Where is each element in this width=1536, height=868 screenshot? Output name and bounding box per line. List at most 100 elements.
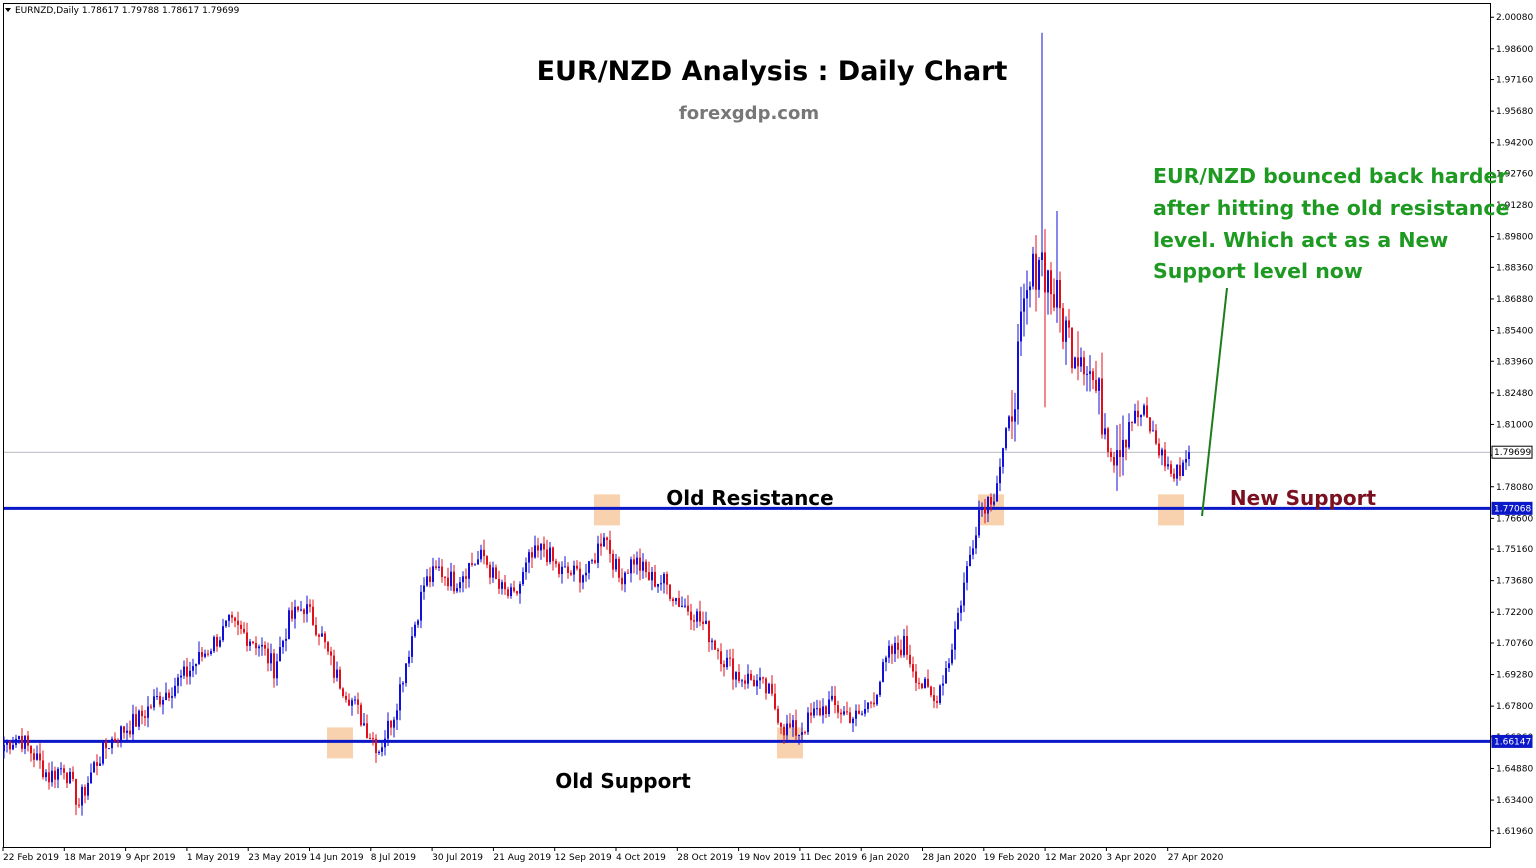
- candle-body: [1002, 448, 1004, 467]
- candle: [747, 664, 749, 689]
- candle-body: [651, 571, 653, 581]
- candle-body: [867, 702, 869, 709]
- candle: [129, 720, 131, 738]
- candle: [171, 687, 173, 709]
- candle: [645, 559, 647, 578]
- candle: [1113, 451, 1115, 473]
- candle: [363, 712, 365, 727]
- candle: [525, 557, 527, 580]
- candle-body: [543, 543, 545, 550]
- candle-body: [858, 710, 860, 714]
- symbol-header[interactable]: EURNZD,Daily 1.78617 1.79788 1.78617 1.7…: [5, 6, 240, 16]
- candle: [1014, 392, 1016, 442]
- candle: [1041, 32, 1043, 277]
- candle: [723, 660, 725, 677]
- candle-body: [597, 543, 599, 563]
- candle: [243, 622, 245, 634]
- candle: [816, 699, 818, 716]
- candle-body: [327, 642, 329, 652]
- y-tick-label: 1.88360: [1496, 263, 1533, 273]
- chart-subtitle: forexgdp.com: [679, 103, 819, 124]
- candle: [93, 760, 95, 773]
- candle-body: [3, 744, 5, 752]
- candle: [411, 626, 413, 663]
- candle-body: [843, 711, 845, 715]
- candle: [15, 734, 17, 748]
- candle: [987, 496, 989, 523]
- candle-body: [141, 710, 143, 717]
- candle-body: [855, 710, 857, 719]
- candle: [528, 549, 530, 574]
- candle-body: [531, 552, 533, 558]
- y-tick-label: 1.95680: [1496, 107, 1533, 117]
- candle-body: [837, 705, 839, 713]
- candle-body: [177, 677, 179, 686]
- candle: [1032, 246, 1034, 290]
- candle-body: [786, 723, 788, 736]
- candle-body: [72, 771, 74, 779]
- candle-body: [1029, 286, 1031, 291]
- candle: [255, 636, 257, 656]
- x-tick-label: 27 Apr 2020: [1168, 853, 1224, 863]
- candle-body: [291, 610, 293, 619]
- candle: [657, 583, 659, 593]
- candle: [36, 745, 38, 761]
- candle: [669, 583, 671, 602]
- candle-body: [84, 786, 86, 796]
- candle: [981, 502, 983, 517]
- candle-body: [450, 571, 452, 587]
- candle-body: [576, 565, 578, 569]
- candle-body: [1011, 416, 1013, 422]
- candle: [426, 569, 428, 587]
- y-tick-label: 1.82480: [1496, 389, 1533, 399]
- candle: [477, 550, 479, 565]
- candle-body: [1149, 417, 1151, 432]
- candle-body: [390, 720, 392, 728]
- candle-body: [45, 772, 47, 778]
- candle-body: [699, 611, 701, 622]
- candle-body: [840, 712, 842, 715]
- candle: [501, 579, 503, 595]
- x-tick-label: 30 Jul 2019: [432, 853, 483, 863]
- y-tick-label: 1.94200: [1496, 139, 1533, 149]
- candle: [795, 709, 797, 741]
- candle: [405, 663, 407, 687]
- triangle-down-icon[interactable]: [5, 8, 11, 12]
- candle: [489, 561, 491, 585]
- price-tags: 1.79699 1.77068 1.66147: [1491, 445, 1533, 748]
- candle: [711, 638, 713, 651]
- candle-body: [1023, 298, 1025, 312]
- candle-body: [819, 708, 821, 716]
- candle-body: [570, 572, 572, 575]
- candle-body: [876, 695, 878, 705]
- candle: [327, 640, 329, 655]
- candle: [180, 669, 182, 687]
- candle-body: [441, 566, 443, 578]
- candle-body: [873, 702, 875, 705]
- candle-body: [240, 624, 242, 629]
- candle: [516, 590, 518, 596]
- candle-body: [342, 688, 344, 696]
- candle-body: [690, 611, 692, 621]
- candle-body: [900, 649, 902, 656]
- candle: [399, 677, 401, 721]
- candle-body: [519, 584, 521, 594]
- candle: [1104, 413, 1106, 440]
- candle-body: [507, 589, 509, 597]
- candle: [48, 762, 50, 790]
- candle-body: [492, 567, 494, 578]
- candle: [633, 554, 635, 574]
- candle: [453, 565, 455, 594]
- candle-body: [783, 726, 785, 736]
- candle-body: [792, 720, 794, 728]
- candle-body: [1173, 473, 1175, 479]
- candle: [141, 705, 143, 725]
- candle-body: [639, 557, 641, 571]
- candle-body: [135, 714, 137, 727]
- y-tick-label: 1.63400: [1496, 796, 1533, 806]
- candle-body: [351, 700, 353, 706]
- x-tick-label: 19 Feb 2020: [984, 853, 1040, 863]
- candle: [828, 691, 830, 717]
- candle-body: [318, 634, 320, 637]
